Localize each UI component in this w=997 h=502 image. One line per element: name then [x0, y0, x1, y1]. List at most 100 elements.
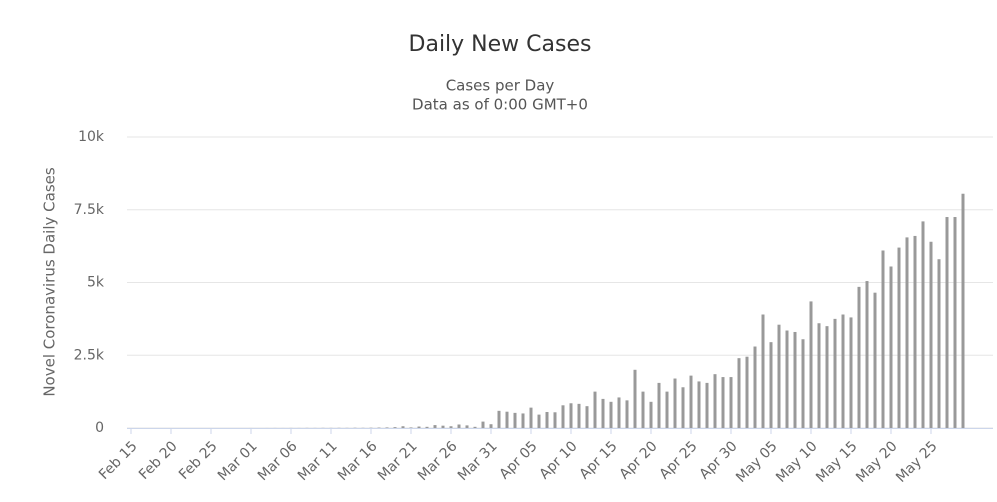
bar [937, 259, 941, 428]
bar [785, 330, 789, 428]
x-tick-label: Apr 25 [656, 438, 700, 482]
x-tick-label: Mar 01 [215, 438, 261, 484]
chart-subtitle: Cases per Day [446, 77, 555, 95]
x-tick-label: Mar 11 [295, 438, 341, 484]
bar [745, 356, 749, 428]
bar [889, 266, 893, 428]
bar [505, 411, 509, 428]
bar [873, 292, 877, 428]
bar [601, 398, 605, 428]
bar [833, 318, 837, 428]
bar [737, 358, 741, 428]
bar [801, 339, 805, 428]
x-tick-label: Mar 06 [255, 438, 301, 484]
bar [657, 382, 661, 428]
bar [617, 397, 621, 428]
bar [537, 414, 541, 428]
x-tick-label: May 25 [893, 438, 941, 486]
bar [625, 400, 629, 428]
y-tick-label: 10k [78, 129, 105, 145]
bar [761, 314, 765, 428]
bar [417, 426, 421, 428]
bar [545, 411, 549, 428]
x-tick-label: Apr 15 [576, 438, 620, 482]
x-tick-label: Feb 20 [136, 438, 181, 483]
bar [577, 403, 581, 428]
x-tick-label: Apr 05 [496, 438, 540, 482]
x-tick-label: Mar 16 [335, 438, 381, 484]
bar [473, 426, 477, 428]
bar [841, 314, 845, 428]
y-tick-label: 7.5k [74, 202, 105, 218]
bar [721, 377, 725, 428]
bar [881, 250, 885, 428]
x-tick-label: Apr 10 [536, 438, 580, 482]
bar [489, 424, 493, 428]
bar [585, 406, 589, 428]
x-tick-label: May 20 [853, 438, 901, 486]
bar [497, 410, 501, 428]
bar [857, 286, 861, 428]
bar [929, 241, 933, 428]
bar [513, 412, 517, 428]
bar [393, 427, 397, 428]
bar [425, 426, 429, 428]
bar [777, 324, 781, 428]
bar [401, 426, 405, 428]
bar [809, 301, 813, 428]
bar [713, 374, 717, 428]
bar [953, 217, 957, 428]
bar [633, 369, 637, 428]
bar [673, 378, 677, 428]
bar [553, 412, 557, 428]
bar [897, 247, 901, 428]
y-tick-label: 0 [95, 420, 104, 436]
bar [561, 405, 565, 428]
bar [649, 401, 653, 428]
x-tick-label: Feb 25 [176, 438, 221, 483]
x-tick-label: May 10 [773, 438, 821, 486]
x-tick-label: Mar 26 [415, 438, 461, 484]
bar [529, 407, 533, 428]
x-tick-label: May 05 [733, 438, 781, 486]
chart-subtitle: Data as of 0:00 GMT+0 [412, 96, 588, 114]
bar [409, 427, 413, 428]
bar [521, 413, 525, 428]
bar [921, 221, 925, 428]
bar [729, 377, 733, 428]
bar [961, 193, 965, 428]
bar [441, 425, 445, 428]
bar [481, 421, 485, 428]
bar [945, 217, 949, 428]
bar [905, 237, 909, 428]
chart-title: Daily New Cases [409, 32, 592, 57]
bar [641, 391, 645, 428]
bar [433, 425, 437, 428]
y-axis-label: Novel Coronavirus Daily Cases [41, 167, 59, 397]
x-tick-label: Mar 21 [375, 438, 421, 484]
bar [681, 387, 685, 428]
bar [449, 426, 453, 428]
y-tick-label: 2.5k [74, 347, 105, 363]
bar [769, 342, 773, 428]
bar [385, 427, 389, 428]
bar [457, 424, 461, 428]
y-tick-label: 5k [87, 275, 105, 291]
bar [593, 391, 597, 428]
bar [817, 323, 821, 428]
bar [665, 391, 669, 428]
bar [913, 235, 917, 428]
bar [609, 401, 613, 428]
x-tick-label: Mar 31 [455, 438, 501, 484]
bar [569, 403, 573, 428]
bar [705, 382, 709, 428]
bar [689, 375, 693, 428]
bar [793, 331, 797, 428]
x-tick-label: May 15 [813, 438, 861, 486]
bar [865, 281, 869, 428]
x-tick-label: Apr 20 [616, 438, 660, 482]
bar [849, 317, 853, 428]
bar [697, 381, 701, 428]
bar [465, 425, 469, 428]
